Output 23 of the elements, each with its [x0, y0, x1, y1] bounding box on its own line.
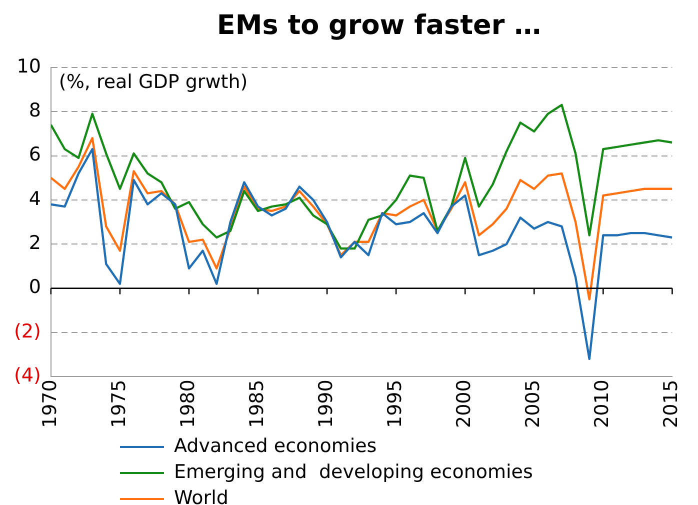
x-tick-label: 1995	[384, 380, 406, 428]
annotation: (%, real GDP grwth)	[58, 70, 248, 93]
y-tick-label: 8	[28, 100, 41, 122]
legend-label: Advanced economies	[174, 435, 377, 457]
y-tick-label: (2)	[14, 320, 41, 342]
legend-label: World	[174, 487, 228, 505]
y-tick-label: 4	[28, 188, 41, 210]
y-tick-label: (4)	[14, 364, 41, 387]
legend-label: Emerging and developing economies	[174, 461, 533, 483]
chart-title: EMs to grow faster …	[216, 10, 542, 43]
x-tick-label: 2000	[453, 380, 476, 428]
x-tick-label: 1970	[38, 380, 61, 428]
x-tick-label: 1975	[108, 380, 130, 428]
x-tick-label: 1980	[176, 380, 199, 428]
x-tick-label: 1990	[314, 380, 337, 428]
y-tick-label: 10	[16, 55, 41, 78]
y-tick-label: 2	[28, 232, 41, 254]
y-tick-label: 6	[28, 144, 41, 166]
x-tick-label: 1985	[246, 380, 268, 428]
x-tick-label: 2015	[660, 380, 682, 428]
x-tick-label: 2010	[591, 380, 614, 428]
x-tick-label: 2005	[522, 380, 544, 428]
y-tick-label: 0	[28, 276, 41, 298]
